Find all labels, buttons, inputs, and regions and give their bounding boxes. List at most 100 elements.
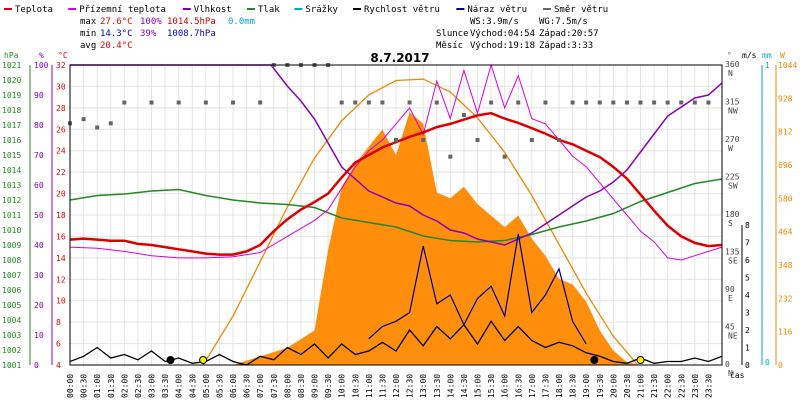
y-direction-tick: 180 <box>725 210 740 219</box>
info-ws: WS:3.9m/s <box>470 17 519 27</box>
wind-direction-point <box>516 100 521 105</box>
wind-direction-point <box>380 100 385 105</box>
y-pressure-tick: 1011 <box>2 211 21 220</box>
pressure-line <box>69 178 723 243</box>
wind-direction-point <box>353 100 358 105</box>
y-humidity-tick: 70 <box>34 151 44 160</box>
y-pressure-tick: 1018 <box>2 106 21 115</box>
y-pressure-tick: 1012 <box>2 196 21 205</box>
x-tick: 12:30 <box>406 374 415 398</box>
x-tick: 21:30 <box>650 374 659 398</box>
y-temperature-tick: 10 <box>56 297 66 306</box>
info-sun-rise: Východ:04:54 <box>470 29 535 39</box>
wind-direction-point <box>584 100 589 105</box>
stat-min-hum: 39% <box>140 29 157 39</box>
y-pressure-tick: 1001 <box>2 361 21 370</box>
y-pressure-tick: 1020 <box>2 76 21 85</box>
y-humidity-tick: 100 <box>34 61 49 70</box>
y-temperature-tick: 24 <box>56 147 66 156</box>
wind-direction-point <box>258 100 263 105</box>
y-humidity-tick: 60 <box>34 181 44 190</box>
wind-direction-point <box>339 100 344 105</box>
y-rain-tick: 0 <box>765 358 770 367</box>
wind-direction-point <box>638 100 643 105</box>
legend-label: Srážky <box>305 5 338 15</box>
x-tick: 07:00 <box>256 374 265 398</box>
x-tick: 13:30 <box>433 374 442 398</box>
stat-avg-label: avg <box>80 41 96 51</box>
y-wind-tick: 1 <box>745 344 750 353</box>
moonrise-marker <box>590 356 599 364</box>
y-wind-tick: 6 <box>745 256 750 265</box>
y-wind-tick: 4 <box>745 291 750 300</box>
y-wind-tick: 7 <box>745 239 750 248</box>
y-direction-label: S <box>728 219 733 228</box>
wind-direction-point <box>461 113 466 117</box>
x-tick: 07:30 <box>270 374 279 398</box>
info-moon-label: Měsíc <box>436 41 463 51</box>
wind-direction-point <box>570 100 575 105</box>
info-sun-label: Slunce <box>436 29 469 39</box>
x-tick: 03:30 <box>161 374 170 398</box>
legend-label: Rychlost větru <box>364 5 440 15</box>
y-direction-tick: 270 <box>725 135 740 144</box>
sunset-marker <box>636 356 645 364</box>
y-direction-tick: 0 <box>725 360 730 369</box>
wind-direction-point <box>665 100 670 105</box>
y-wind-tick: 8 <box>745 221 750 230</box>
info-moon-rise: Východ:19:18 <box>470 41 535 51</box>
moonset-marker <box>166 356 175 364</box>
x-tick: 10:00 <box>338 374 347 398</box>
y-solar-tick: 232 <box>778 294 793 303</box>
x-tick: 09:00 <box>311 374 320 398</box>
wind-direction-point <box>597 100 602 105</box>
unit-degc: °C <box>58 51 68 60</box>
y-solar-tick: 928 <box>778 94 793 103</box>
y-temperature-tick: 14 <box>56 254 66 263</box>
axes: 1021102010191018101710161015101410131012… <box>2 60 797 398</box>
plot-frame <box>69 64 723 366</box>
x-tick: 23:00 <box>691 374 700 398</box>
y-temperature-tick: 4 <box>56 361 61 370</box>
y-temperature-tick: 8 <box>56 318 61 327</box>
wind-direction-point <box>122 100 127 105</box>
stat-min-press: 1008.7hPa <box>167 29 216 39</box>
x-tick: 04:30 <box>188 374 197 398</box>
y-humidity-tick: 20 <box>34 301 44 310</box>
wind-direction-point <box>475 138 480 142</box>
x-tick: 16:00 <box>501 374 510 398</box>
legend-label: Tlak <box>258 5 280 15</box>
y-pressure-tick: 1002 <box>2 346 21 355</box>
x-tick: 22:30 <box>677 374 686 398</box>
y-pressure-tick: 1019 <box>2 91 21 100</box>
y-pressure-tick: 1004 <box>2 316 21 325</box>
y-rain-tick: 1 <box>765 61 770 70</box>
stat-min-label: min <box>80 29 96 39</box>
y-direction-tick: 360 <box>725 60 740 69</box>
wind-direction-point <box>176 100 181 105</box>
unit-deg: ° <box>727 51 732 60</box>
y-direction-tick: 45 <box>725 323 735 332</box>
x-tick: 09:30 <box>324 374 333 398</box>
x-tick: 15:30 <box>487 374 496 398</box>
wind-direction-point <box>692 100 697 105</box>
wind-direction-point <box>611 100 616 105</box>
y-direction-label: W <box>728 144 733 153</box>
y-pressure-tick: 1013 <box>2 181 21 190</box>
y-direction-label: N <box>728 369 733 378</box>
legend: Teplota Přízemní teplota Vlhkost Tlak Srážky… <box>4 5 608 15</box>
unit-pct: % <box>39 51 44 60</box>
y-temperature-tick: 18 <box>56 211 66 220</box>
wind-direction-point <box>706 100 711 105</box>
ground-temperature-line <box>69 63 723 261</box>
y-humidity-tick: 0 <box>34 361 39 370</box>
x-tick: 11:30 <box>378 374 387 398</box>
y-direction-tick: 90 <box>725 285 735 294</box>
y-temperature-tick: 6 <box>56 340 61 349</box>
stat-min-temp: 14.3°C <box>100 29 133 39</box>
y-pressure-tick: 1007 <box>2 271 21 280</box>
y-direction-label: SE <box>728 257 738 266</box>
y-direction-label: NW <box>728 107 738 116</box>
legend-label: Přízemní teplota <box>79 5 166 15</box>
stat-max-hum: 100% <box>140 17 162 27</box>
